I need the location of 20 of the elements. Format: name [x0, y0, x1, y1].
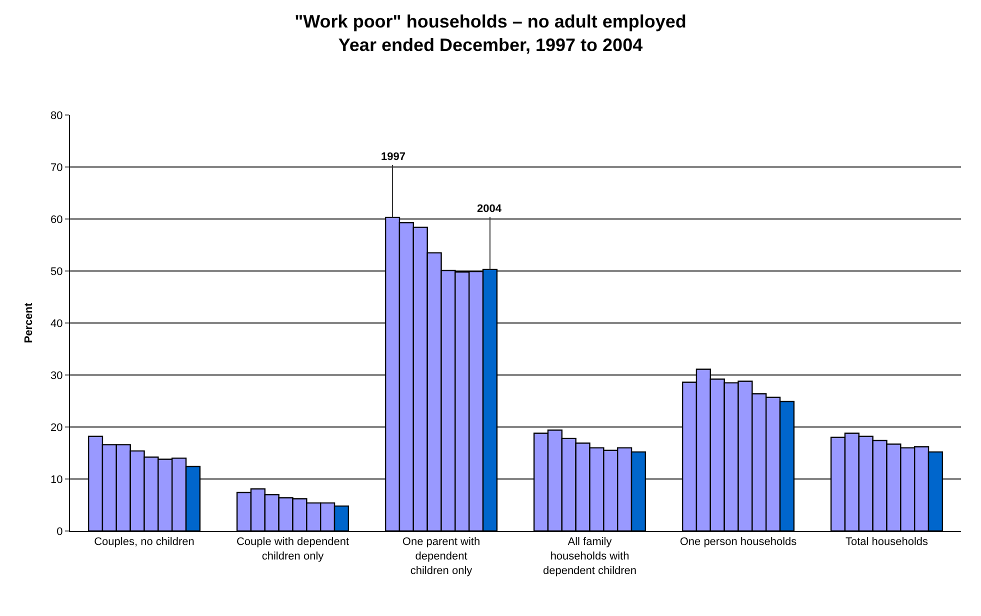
x-tick-label: All family households with dependent children [542, 536, 637, 577]
x-tick-label: One parent with dependent children only [402, 536, 480, 577]
x-tick-label: Couple with dependent children only [236, 536, 350, 562]
y-tick-label: 40 [50, 318, 63, 330]
chart-title: "Work poor" households – no adult employed [294, 12, 686, 32]
annotation: 2004 [477, 203, 502, 215]
y-tick-label: 70 [50, 162, 63, 174]
x-tick-label: Couples, no children [94, 536, 194, 548]
annotation: 1997 [381, 151, 406, 163]
y-tick-label: 60 [50, 214, 63, 226]
y-tick-label: 30 [50, 370, 63, 382]
y-tick-label: 20 [50, 422, 63, 434]
y-tick-label: 80 [50, 110, 63, 122]
y-tick-label: 50 [50, 266, 63, 278]
y-tick-label: 10 [50, 474, 63, 486]
y-axis-title: Percent [23, 302, 36, 344]
x-tick-label: One person households [680, 536, 798, 548]
chart-subtitle: Year ended December, 1997 to 2004 [338, 35, 643, 56]
y-tick-label: 0 [56, 526, 63, 538]
x-tick-label: Total households [845, 536, 929, 548]
